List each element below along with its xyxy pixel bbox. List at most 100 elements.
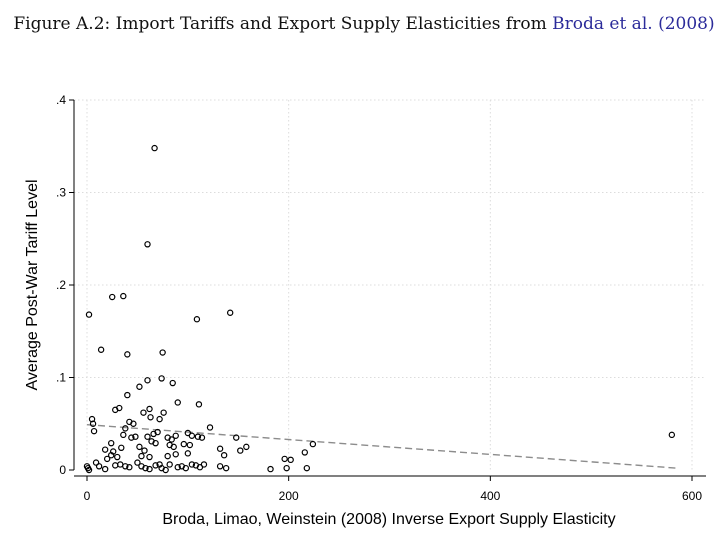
data-point — [188, 432, 196, 439]
data-point — [141, 447, 148, 454]
data-point — [159, 349, 166, 356]
y-tick-label: .4 — [56, 93, 66, 107]
data-point — [101, 446, 109, 453]
y-axis-title: Average Post-War Tariff Level — [24, 179, 41, 390]
data-point — [281, 455, 288, 463]
caption-prefix: Figure A.2: Import Tariffs and Export Su… — [13, 14, 553, 34]
data-point — [160, 409, 167, 416]
data-point — [138, 452, 145, 460]
data-point — [222, 464, 230, 472]
y-tick-label: .2 — [56, 278, 66, 292]
data-point — [170, 443, 177, 451]
data-point — [90, 427, 98, 435]
data-point — [194, 433, 202, 440]
data-point — [144, 433, 151, 440]
x-axis-title: Broda, Limao, Weinstein (2008) Inverse E… — [162, 511, 615, 528]
data-point — [134, 459, 141, 466]
data-point — [103, 455, 111, 463]
data-point — [301, 449, 308, 456]
data-point — [120, 292, 127, 300]
data-point — [226, 309, 234, 316]
data-point — [142, 464, 149, 472]
data-point — [112, 462, 119, 469]
x-tick-label: 600 — [682, 489, 702, 503]
data-point — [124, 391, 131, 399]
data-point — [174, 464, 181, 471]
data-point — [118, 444, 125, 451]
citation-year: 2008 — [664, 14, 708, 34]
data-point — [243, 443, 250, 451]
data-point — [198, 434, 206, 441]
data-point — [92, 459, 100, 466]
data-point — [172, 432, 179, 439]
axes — [73, 100, 706, 477]
citation-open-paren: ( — [658, 14, 665, 34]
data-point — [122, 463, 129, 470]
x-tick-label: 0 — [84, 489, 91, 503]
data-point — [216, 463, 224, 470]
data-point — [114, 453, 121, 461]
data-point — [146, 465, 153, 473]
data-point — [124, 351, 131, 358]
data-point — [126, 464, 133, 471]
x-tick-label: 400 — [480, 489, 500, 503]
data-point — [287, 456, 294, 464]
x-tick-label: 200 — [279, 489, 299, 503]
data-point — [233, 434, 240, 441]
data-point — [164, 452, 171, 460]
data-point — [151, 144, 158, 152]
data-point — [107, 452, 115, 459]
data-point — [195, 401, 203, 408]
data-point — [206, 424, 214, 431]
fitted-line — [86, 423, 677, 469]
y-tick-label: 0 — [59, 463, 66, 477]
data-point — [147, 414, 154, 421]
fit-line-group — [86, 423, 677, 469]
data-point — [132, 433, 139, 440]
data-point — [267, 465, 274, 473]
data-point — [89, 420, 97, 427]
citation-link[interactable]: Broda et al. (2008) — [552, 14, 715, 34]
data-point — [136, 383, 143, 390]
data-point — [184, 450, 192, 457]
data-point — [283, 464, 290, 472]
data-point — [156, 415, 163, 423]
data-point — [136, 443, 143, 451]
data-point — [166, 461, 173, 468]
data-point — [303, 464, 311, 472]
data-point — [120, 431, 127, 439]
data-point — [172, 451, 179, 458]
data-point — [140, 409, 147, 416]
data-point — [169, 379, 176, 387]
data-points — [83, 144, 676, 474]
y-tick-label: .3 — [56, 186, 66, 200]
data-point — [162, 466, 169, 474]
data-point — [200, 461, 208, 468]
data-point — [128, 434, 135, 441]
data-point — [117, 461, 124, 468]
data-point — [144, 377, 151, 384]
data-point — [122, 425, 129, 432]
citation-close-paren: ) — [707, 14, 715, 34]
data-point — [146, 453, 153, 461]
data-point — [237, 447, 244, 454]
data-point — [146, 405, 153, 413]
data-point — [152, 462, 159, 469]
data-point — [85, 311, 93, 318]
data-point — [144, 241, 151, 248]
data-point — [97, 346, 105, 353]
data-point — [309, 440, 317, 448]
data-point — [152, 439, 159, 447]
data-point — [130, 420, 137, 427]
data-point — [168, 436, 175, 443]
data-point — [220, 452, 228, 459]
data-point — [158, 375, 165, 382]
data-point — [154, 428, 161, 436]
data-point — [180, 440, 187, 448]
data-point — [182, 464, 190, 472]
y-tick-label: .1 — [56, 371, 66, 385]
y-axis-ticks: 0 .1 .2 .3 .4 — [56, 93, 74, 477]
data-point — [85, 466, 93, 474]
data-point — [193, 316, 201, 323]
